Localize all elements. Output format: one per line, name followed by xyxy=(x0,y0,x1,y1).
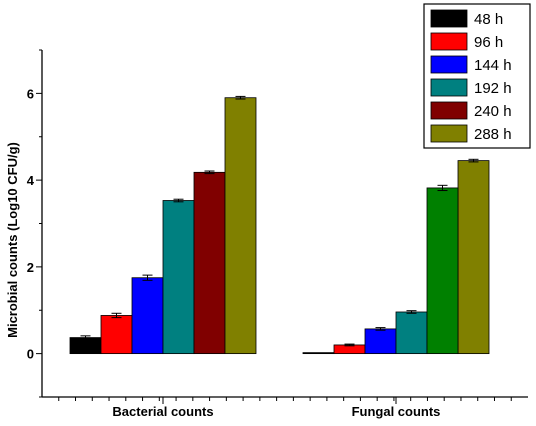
legend-swatch xyxy=(430,101,468,120)
bar xyxy=(302,352,335,355)
ticks: 0 2 4 6 Bacterial counts Fungal counts xyxy=(27,49,512,419)
legend-swatch xyxy=(430,9,468,28)
x-tick-label: Fungal counts xyxy=(352,404,441,419)
bar xyxy=(364,328,397,355)
bar xyxy=(162,200,195,355)
legend: 48 h 96 h 144 h 192 h 240 h 288 h xyxy=(423,3,531,149)
bar xyxy=(193,171,226,355)
legend-swatch xyxy=(430,124,468,143)
bar xyxy=(69,337,102,355)
legend-swatch xyxy=(430,55,468,74)
legend-swatch xyxy=(430,78,468,97)
bar xyxy=(100,315,133,355)
y-axis-label: Microbial counts (Log10 CFU/g) xyxy=(5,142,20,338)
bar xyxy=(457,160,490,355)
x-tick-label: Bacterial counts xyxy=(112,404,213,419)
bar xyxy=(224,97,257,355)
legend-label: 192 h xyxy=(474,80,512,97)
legend-swatch xyxy=(430,32,468,51)
legend-box xyxy=(423,3,531,149)
legend-label: 144 h xyxy=(474,57,512,74)
legend-label: 288 h xyxy=(474,126,512,143)
bar xyxy=(395,311,428,355)
legend-label: 96 h xyxy=(474,34,503,51)
y-tick-label: 6 xyxy=(27,86,34,101)
legend-label: 48 h xyxy=(474,11,503,28)
y-tick-label: 0 xyxy=(27,347,34,362)
y-tick-label: 2 xyxy=(27,260,34,275)
bar xyxy=(131,277,164,355)
y-tick-label: 4 xyxy=(27,173,35,188)
legend-label: 240 h xyxy=(474,103,512,120)
bars xyxy=(69,95,490,355)
bar xyxy=(426,187,459,355)
